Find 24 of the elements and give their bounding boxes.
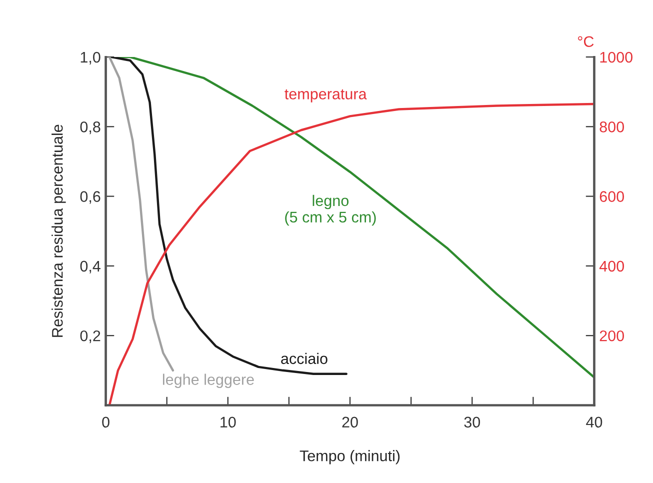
y-tick-label: 0,2	[80, 330, 100, 344]
y2-tick-label: 400	[599, 260, 624, 272]
y2-axis-title: °C	[578, 36, 594, 48]
x-tick-label: 20	[342, 416, 358, 428]
series-label: leghe leggere	[162, 374, 254, 388]
y2-tick-label: 1000	[600, 52, 632, 63]
line-series	[108, 56, 174, 372]
x-tick-label: 30	[464, 416, 480, 428]
line-series	[108, 102, 594, 406]
series-label: acciaio	[281, 352, 328, 364]
y-tick-label: 0,4	[80, 260, 100, 274]
y-tick-label: 0,6	[80, 191, 100, 204]
series-label: temperatura	[284, 89, 367, 102]
y2-tick-label: 600	[600, 191, 624, 202]
x-tick-label: 10	[220, 416, 236, 428]
y-tick-label: 0,8	[80, 122, 100, 134]
y-tick-label: 1,0	[80, 52, 100, 64]
x-tick-label: 40	[586, 416, 602, 428]
y2-tick-label: 800	[600, 122, 624, 132]
y2-tick-label: 200	[600, 330, 624, 342]
series-label: legno (5 cm x 5 cm)	[285, 194, 376, 226]
x-axis-title: Tempo (minuti)	[300, 450, 400, 464]
x-tick-label: 0	[102, 416, 110, 428]
y-axis-title: Resistenza residua percentuale	[52, 124, 66, 337]
